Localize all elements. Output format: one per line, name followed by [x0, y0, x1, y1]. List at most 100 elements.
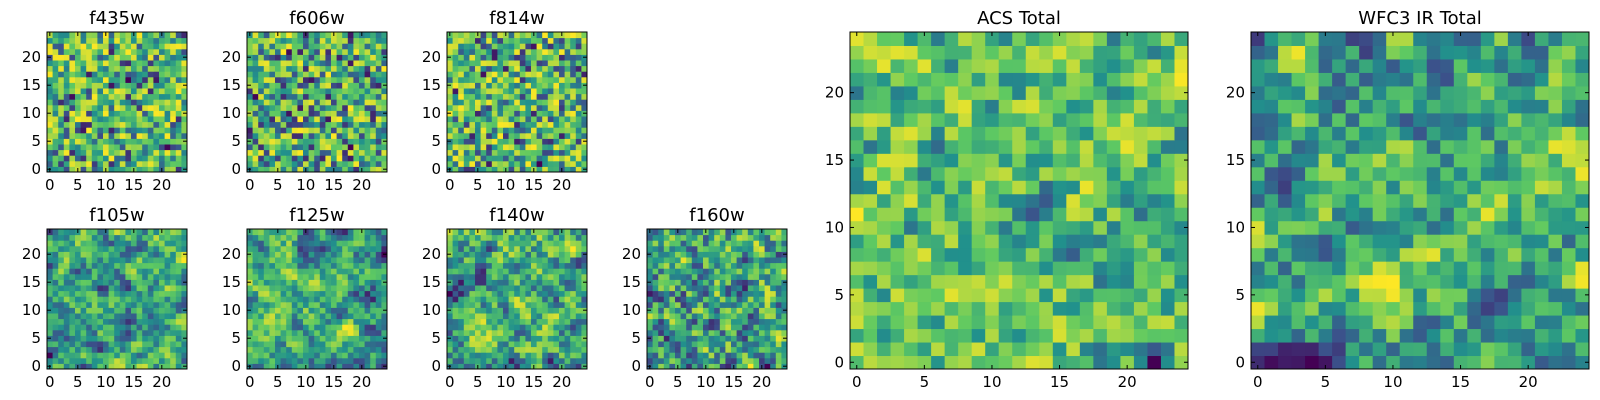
heatmap-cell — [47, 290, 54, 297]
heatmap-cell — [452, 82, 459, 89]
x-tick-label: 5 — [473, 176, 483, 194]
heatmap-cell — [514, 110, 521, 117]
heatmap-cell — [181, 132, 188, 139]
heatmap-cell — [1160, 355, 1175, 370]
heatmap-cell — [863, 180, 878, 195]
heatmap-cell — [985, 247, 1000, 262]
heatmap-cell — [525, 43, 532, 50]
heatmap-cell — [1106, 207, 1121, 222]
heatmap-cell — [252, 273, 259, 280]
heatmap-cell — [370, 307, 377, 314]
heatmap-cell — [308, 76, 315, 83]
heatmap-cell — [58, 352, 65, 359]
heatmap-cell — [525, 240, 532, 247]
heatmap-cell — [308, 245, 315, 252]
heatmap-cell — [581, 229, 588, 236]
heatmap-cell — [286, 160, 293, 167]
heatmap-cell — [452, 121, 459, 128]
heatmap-cell — [52, 363, 59, 370]
heatmap-cell — [364, 37, 371, 44]
heatmap-cell — [159, 245, 166, 252]
heatmap-cell — [463, 296, 470, 303]
heatmap-cell — [877, 355, 892, 370]
heatmap-cell — [514, 132, 521, 139]
heatmap-cell — [553, 335, 560, 342]
heatmap-cell — [958, 328, 973, 343]
heatmap-cell — [514, 138, 521, 145]
heatmap-cell — [269, 65, 276, 72]
heatmap-cell — [1120, 328, 1135, 343]
heatmap-cell — [647, 318, 654, 325]
heatmap-cell — [175, 127, 182, 134]
heatmap-cell — [753, 363, 760, 370]
heatmap-cell — [75, 335, 82, 342]
heatmap-cell — [581, 60, 588, 67]
heatmap-cell — [314, 262, 321, 269]
heatmap-cell — [291, 37, 298, 44]
heatmap-cell — [263, 48, 270, 55]
heatmap-cell — [497, 229, 504, 236]
heatmap-cell — [331, 301, 338, 308]
heatmap-cell — [697, 318, 704, 325]
heatmap-cell — [469, 32, 476, 39]
heatmap-cell — [486, 121, 493, 128]
heatmap-cell — [181, 313, 188, 320]
heatmap-cell — [370, 273, 377, 280]
heatmap-cell — [370, 363, 377, 370]
heatmap-cell — [69, 82, 76, 89]
heatmap-cell — [570, 273, 577, 280]
heatmap-cell — [69, 307, 76, 314]
heatmap-cell — [331, 335, 338, 342]
heatmap-cell — [469, 160, 476, 167]
heatmap-cell — [570, 76, 577, 83]
heatmap-cell — [175, 37, 182, 44]
heatmap-cell — [514, 65, 521, 72]
heatmap-cell — [971, 315, 986, 330]
heatmap-cell — [80, 257, 87, 264]
heatmap-cell — [663, 229, 670, 236]
heatmap-cell — [719, 318, 726, 325]
heatmap-cell — [781, 240, 788, 247]
heatmap-cell — [747, 363, 754, 370]
panel-title: ACS Total — [977, 8, 1061, 29]
heatmap-cell — [370, 166, 377, 173]
heatmap-cell — [381, 318, 388, 325]
heatmap-cell — [736, 329, 743, 336]
heatmap-cell — [503, 54, 510, 61]
heatmap-cell — [119, 357, 126, 364]
heatmap-cell — [97, 262, 104, 269]
heatmap-cell — [91, 346, 98, 353]
heatmap-cell — [359, 262, 366, 269]
heatmap-cell — [86, 138, 93, 145]
heatmap-cell — [742, 229, 749, 236]
heatmap-cell — [147, 160, 154, 167]
heatmap-cell — [75, 257, 82, 264]
heatmap-cell — [486, 127, 493, 134]
heatmap-cell — [303, 160, 310, 167]
heatmap-cell — [491, 229, 498, 236]
heatmap-cell — [525, 268, 532, 275]
heatmap-cell — [703, 296, 710, 303]
heatmap-cell — [669, 229, 676, 236]
heatmap-cell — [263, 132, 270, 139]
heatmap-cell — [514, 149, 521, 156]
heatmap-cell — [347, 132, 354, 139]
heatmap-cell — [463, 132, 470, 139]
heatmap-cell — [503, 273, 510, 280]
heatmap-cell — [75, 251, 82, 258]
heatmap-cell — [697, 251, 704, 258]
heatmap-cell — [536, 65, 543, 72]
heatmap-cell — [280, 99, 287, 106]
heatmap-cell — [877, 288, 892, 303]
heatmap-cell — [263, 234, 270, 241]
heatmap-cell — [747, 318, 754, 325]
heatmap-cell — [458, 71, 465, 78]
heatmap-cell — [463, 71, 470, 78]
heatmap-cell — [542, 257, 549, 264]
heatmap-cell — [164, 346, 171, 353]
heatmap-cell — [564, 268, 571, 275]
heatmap-cell — [91, 99, 98, 106]
heatmap-cell — [80, 352, 87, 359]
heatmap-cell — [463, 65, 470, 72]
heatmap-cell — [658, 329, 665, 336]
